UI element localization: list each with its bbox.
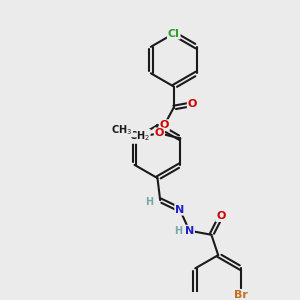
Text: H: H <box>145 197 153 207</box>
Text: O: O <box>216 211 226 221</box>
Text: N: N <box>175 205 184 215</box>
Text: CH$_3$: CH$_3$ <box>111 123 133 137</box>
Text: O: O <box>188 99 197 109</box>
Text: Cl: Cl <box>168 28 180 39</box>
Text: N: N <box>185 226 194 236</box>
Text: Br: Br <box>234 290 248 300</box>
Text: CH$_2$: CH$_2$ <box>129 130 150 143</box>
Text: O: O <box>160 120 169 130</box>
Text: H: H <box>174 226 183 236</box>
Text: O: O <box>155 128 164 138</box>
